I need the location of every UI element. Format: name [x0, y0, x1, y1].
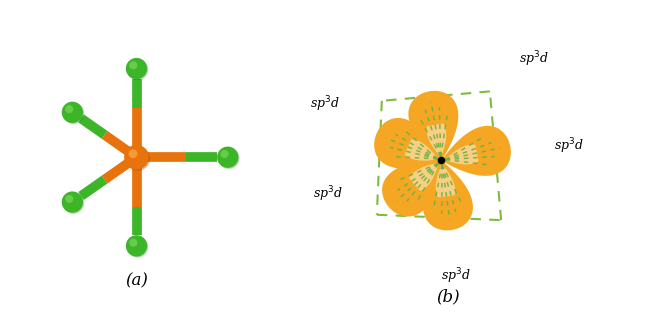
Polygon shape: [409, 163, 438, 191]
Circle shape: [124, 145, 149, 169]
Polygon shape: [447, 144, 478, 164]
Circle shape: [127, 59, 148, 80]
Text: sp$^3$d: sp$^3$d: [310, 94, 340, 114]
Text: sp$^3$d: sp$^3$d: [519, 49, 549, 69]
Polygon shape: [408, 91, 458, 160]
Text: (a): (a): [125, 272, 148, 289]
Polygon shape: [405, 139, 437, 160]
Text: (b): (b): [437, 288, 460, 305]
Polygon shape: [426, 124, 446, 155]
Polygon shape: [423, 160, 473, 230]
Circle shape: [62, 191, 83, 213]
Circle shape: [127, 236, 148, 257]
Circle shape: [65, 105, 73, 113]
Circle shape: [129, 239, 137, 247]
Circle shape: [220, 150, 229, 158]
Polygon shape: [374, 118, 441, 169]
Polygon shape: [436, 166, 455, 197]
Circle shape: [126, 235, 147, 256]
Circle shape: [438, 157, 445, 164]
Circle shape: [218, 148, 239, 169]
Polygon shape: [441, 126, 511, 176]
Circle shape: [65, 195, 73, 203]
Circle shape: [63, 103, 84, 124]
Circle shape: [129, 61, 137, 69]
Text: sp$^3$d: sp$^3$d: [313, 185, 343, 204]
Circle shape: [129, 149, 138, 158]
Text: sp$^3$d: sp$^3$d: [441, 266, 471, 286]
Circle shape: [63, 193, 84, 214]
Circle shape: [217, 147, 239, 168]
Circle shape: [126, 58, 147, 79]
Text: sp$^3$d: sp$^3$d: [554, 137, 584, 156]
Circle shape: [62, 102, 83, 123]
Circle shape: [125, 146, 150, 171]
Polygon shape: [382, 160, 441, 217]
